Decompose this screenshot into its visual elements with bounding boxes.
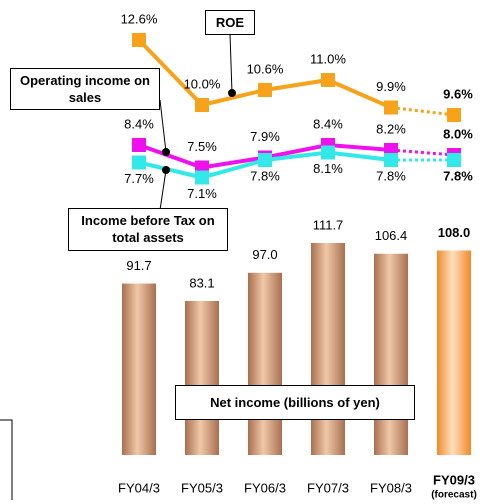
- x-tick-label: FY04/3: [118, 480, 160, 495]
- bar-value-label: 111.7: [313, 217, 344, 232]
- x-tick-label: FY08/3: [370, 480, 412, 495]
- marker: [447, 108, 461, 122]
- marker: [321, 145, 335, 160]
- bar: [374, 253, 408, 455]
- marker: [258, 83, 272, 97]
- callout-dot: [228, 89, 236, 97]
- marker: [132, 138, 146, 152]
- marker: [258, 153, 272, 167]
- roe-callout: ROE: [205, 10, 255, 35]
- line-value-label: 8.4%: [124, 116, 154, 131]
- line-value-label: 9.9%: [376, 79, 406, 94]
- bar-value-label: 83.1: [189, 275, 214, 290]
- marker: [384, 153, 398, 167]
- line-value-label: 7.8%: [443, 168, 473, 183]
- line-value-label: 10.0%: [184, 76, 221, 91]
- marker: [132, 33, 146, 47]
- line-value-label: 12.6%: [121, 11, 158, 26]
- bar-value-label: 106.4: [375, 228, 408, 243]
- line-value-label: 7.1%: [187, 186, 217, 201]
- bar-value-label: 97.0: [252, 247, 277, 262]
- callout-dot: [162, 166, 170, 174]
- forecast-line: [390, 106, 455, 117]
- line-value-label: 11.0%: [310, 51, 346, 66]
- line-value-label: 10.6%: [247, 61, 284, 76]
- forecast-line: [390, 148, 455, 157]
- marker: [195, 98, 209, 112]
- op-callout: Operating income on sales: [10, 68, 160, 110]
- marker: [132, 155, 146, 170]
- marker: [447, 153, 461, 167]
- bar: [311, 243, 345, 455]
- line-value-label: 7.8%: [250, 168, 280, 183]
- bar: [437, 250, 471, 455]
- marker: [384, 100, 398, 115]
- line-value-label: 7.5%: [187, 139, 217, 154]
- line-value-label: 8.2%: [376, 121, 406, 136]
- callout-dot: [162, 148, 170, 156]
- forecast-note: (forecast): [431, 490, 477, 501]
- bar-value-label: 91.7: [126, 258, 151, 273]
- bar: [185, 301, 219, 455]
- bar: [122, 283, 156, 455]
- marker: [195, 170, 209, 185]
- line-value-label: 7.8%: [376, 168, 406, 183]
- ibt-callout: Income before Tax on total assets: [68, 208, 228, 251]
- line-value-label: 7.7%: [124, 171, 154, 186]
- x-tick-label: FY09/3: [433, 472, 475, 487]
- net-callout: Net income (billions of yen): [175, 385, 415, 420]
- bar-value-label: 108.0: [438, 225, 471, 240]
- bar: [248, 272, 282, 455]
- x-tick-label: FY06/3: [244, 480, 286, 495]
- marker: [321, 73, 335, 87]
- line-value-label: 8.1%: [313, 161, 343, 176]
- line-value-label: 7.9%: [250, 129, 280, 144]
- x-tick-label: FY05/3: [181, 480, 223, 495]
- x-tick-label: FY07/3: [307, 480, 349, 495]
- callout-lines: [0, 33, 233, 500]
- line-value-label: 8.4%: [313, 116, 343, 131]
- line-value-label: 9.6%: [443, 86, 473, 101]
- line-value-label: 8.0%: [443, 126, 473, 141]
